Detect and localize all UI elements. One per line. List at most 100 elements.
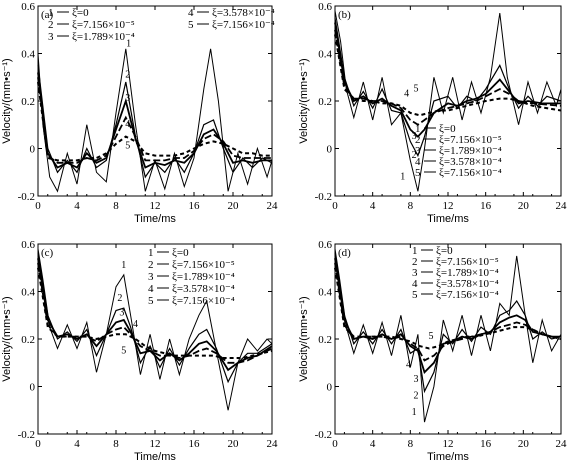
legend-label: ξ=3.578×10⁻⁴ xyxy=(172,283,235,295)
legend-entry: 3 ξ=1.789×10⁻⁴ xyxy=(48,31,135,43)
legend-number: 2 xyxy=(412,256,418,268)
legend-label: ξ=1.789×10⁻⁴ xyxy=(436,267,499,279)
x-tick-label: 0 xyxy=(332,200,338,212)
y-tick-label: 0.6 xyxy=(21,239,35,251)
y-tick-label: -0.2 xyxy=(18,429,35,441)
series-line-4 xyxy=(37,77,272,164)
panel-label: (b) xyxy=(338,9,351,21)
y-tick-label: 0.6 xyxy=(318,239,332,251)
y-tick-label: 0 xyxy=(327,144,333,156)
y-tick-label: 0.4 xyxy=(318,49,332,61)
series-line-1 xyxy=(334,10,562,192)
x-tick-label: 8 xyxy=(408,438,414,450)
chart-panel-3: 0 4 8 12 16 20 24-0.200.20.40.6Time/msVelocity… xyxy=(1,239,278,460)
series-line-5 xyxy=(334,267,562,350)
legend-entry: 5 ξ=7.156×10⁻⁴ xyxy=(188,19,275,31)
series-line-3 xyxy=(334,258,561,375)
curve-number-label: 5 xyxy=(429,331,434,342)
curve-number-label: 2 xyxy=(117,293,122,304)
x-tick-label: 20 xyxy=(228,438,240,450)
legend-number: 2 xyxy=(148,259,154,271)
x-tick-label: 16 xyxy=(189,200,201,212)
legend-label: ξ=7.156×10⁻⁴ xyxy=(436,289,499,301)
panel-label: (c) xyxy=(41,247,54,259)
legend-entry: 5 ξ=7.156×10⁻⁴ xyxy=(412,289,499,301)
legend-label: ξ=3.578×10⁻⁴ xyxy=(439,156,502,168)
legend-label: ξ=7.156×10⁻⁴ xyxy=(212,19,275,31)
series-line-2 xyxy=(37,253,273,384)
legend-number: 5 xyxy=(412,289,418,301)
y-tick-label: -0.2 xyxy=(315,429,332,441)
legend-entry: 1 ξ=0 xyxy=(48,7,89,19)
legend-entry: 2 ξ=7.156×10⁻⁵ xyxy=(48,19,135,31)
x-tick-label: 16 xyxy=(480,200,492,212)
legend-number: 4 xyxy=(412,278,418,290)
curve-number-label: 1 xyxy=(126,38,131,49)
y-tick-label: 0.4 xyxy=(318,287,332,299)
legend-number: 1 xyxy=(412,245,418,257)
series-line-1 xyxy=(37,248,273,411)
x-tick-label: 4 xyxy=(74,438,80,450)
legend-number: 5 xyxy=(148,295,154,307)
curve-number-label: 2 xyxy=(412,150,417,161)
legend-number: 1 xyxy=(415,123,421,135)
legend-entry: 5 ξ=7.156×10⁻⁴ xyxy=(148,295,235,307)
x-tick-label: 0 xyxy=(35,438,41,450)
legend-entry: 4 ξ=3.578×10⁻⁴ xyxy=(412,278,499,290)
legend-number: 3 xyxy=(415,145,421,157)
legend-label: ξ=3.578×10⁻⁴ xyxy=(436,278,499,290)
series-line-4 xyxy=(37,262,273,364)
series-line-4 xyxy=(334,29,562,126)
y-tick-label: 0 xyxy=(30,144,36,156)
legend-label: ξ=7.156×10⁻⁵ xyxy=(439,134,502,146)
legend-entry: 3 ξ=1.789×10⁻⁴ xyxy=(412,267,499,279)
x-tick-label: 16 xyxy=(480,438,492,450)
x-tick-label: 4 xyxy=(370,200,376,212)
x-tick-label: 12 xyxy=(150,438,161,450)
x-tick-label: 12 xyxy=(443,200,454,212)
legend-label: ξ=0 xyxy=(436,245,453,257)
legend-label: ξ=0 xyxy=(439,123,456,135)
curve-number-label: 3 xyxy=(413,374,418,385)
series-line-2 xyxy=(334,17,562,158)
legend-number: 1 xyxy=(148,247,154,259)
x-tick-label: 20 xyxy=(228,200,240,212)
legend-entry: 4 ξ=3.578×10⁻⁴ xyxy=(415,156,502,168)
y-tick-label: 0.4 xyxy=(21,49,35,61)
y-axis-title: Velocity/(mm•s⁻¹) xyxy=(1,296,13,381)
y-tick-label: 0.2 xyxy=(318,96,332,108)
y-tick-label: 0.2 xyxy=(21,334,35,346)
x-tick-label: 8 xyxy=(113,438,119,450)
legend-number: 4 xyxy=(188,7,194,19)
curve-number-label: 5 xyxy=(413,84,418,95)
legend-label: ξ=0 xyxy=(72,7,89,19)
legend-label: ξ=0 xyxy=(172,247,189,259)
y-tick-label: 0 xyxy=(30,382,36,394)
series-line-5 xyxy=(37,267,273,359)
curve-number-label: 4 xyxy=(404,88,409,99)
y-axis-title: Velocity/(mm•s⁻¹) xyxy=(1,58,13,143)
legend-label: ξ=1.789×10⁻⁴ xyxy=(72,31,135,43)
y-tick-label: -0.2 xyxy=(18,191,35,203)
legend-entry: 2 ξ=7.156×10⁻⁵ xyxy=(412,256,499,268)
x-axis-title: Time/ms xyxy=(427,213,469,225)
curve-number-label: 3 xyxy=(119,307,124,318)
x-tick-label: 4 xyxy=(370,438,376,450)
legend-number: 3 xyxy=(48,31,54,43)
y-tick-label: 0 xyxy=(327,382,333,394)
legend-label: ξ=7.156×10⁻⁵ xyxy=(436,256,499,268)
legend-entry: 1 ξ=0 xyxy=(412,245,453,257)
curve-number-label: 5 xyxy=(125,141,130,152)
legend-number: 4 xyxy=(148,283,154,295)
curve-number-label: 1 xyxy=(400,171,405,182)
legend-number: 1 xyxy=(48,7,54,19)
chart-panel-2: 0 4 8 12 16 20 24-0.200.20.40.6Time/msVelocity… xyxy=(298,1,567,225)
curve-number-label: 5 xyxy=(121,345,126,356)
x-tick-label: 0 xyxy=(332,438,338,450)
y-tick-label: -0.2 xyxy=(315,191,332,203)
series-line-5 xyxy=(37,81,272,162)
x-axis-title: Time/ms xyxy=(134,451,176,460)
curve-number-label: 4 xyxy=(125,119,130,130)
x-tick-label: 0 xyxy=(35,200,41,212)
series-line-1 xyxy=(37,48,273,193)
